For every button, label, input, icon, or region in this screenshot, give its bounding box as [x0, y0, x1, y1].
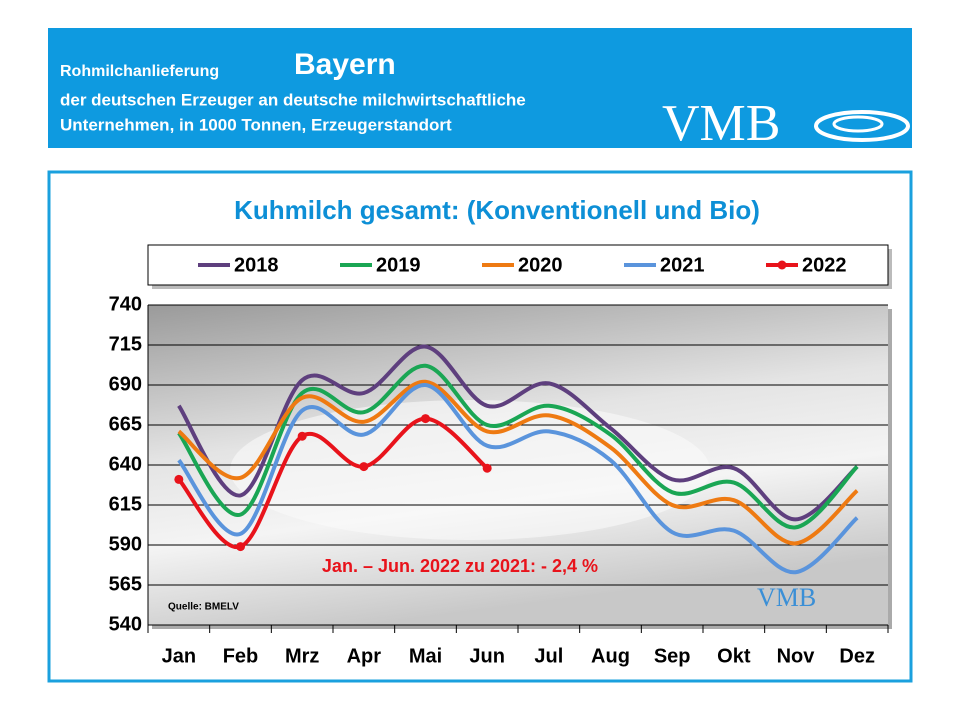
x-tick-label: Aug — [591, 645, 630, 667]
legend-marker — [777, 260, 787, 270]
logo-swirl — [814, 110, 910, 142]
point — [297, 431, 307, 441]
x-tick-label: Mrz — [285, 645, 319, 667]
series-line — [177, 383, 859, 575]
legend-box — [147, 244, 889, 286]
y-tick-label: 690 — [109, 373, 142, 395]
header-line3: Unternehmen, in 1000 Tonnen, Erzeugersta… — [60, 115, 452, 134]
header-line1: Rohmilchanlieferung — [60, 63, 219, 80]
y-tick-label: 540 — [109, 613, 142, 635]
x-tick-label: Mai — [409, 645, 442, 667]
header-band — [48, 28, 912, 148]
header-line2: der deutschen Erzeuger an deutsche milch… — [60, 90, 526, 109]
y-tick-label: 640 — [109, 453, 142, 475]
x-tick-label: Sep — [654, 645, 691, 667]
series-line — [177, 379, 859, 546]
logo-swirl — [832, 115, 884, 133]
x-tick-label: Jul — [534, 645, 563, 667]
legend-label: 2018 — [234, 254, 279, 276]
point — [359, 462, 369, 472]
x-tick-label: Jan — [162, 645, 196, 667]
header-logo: VMB — [662, 95, 780, 152]
y-tick-label: 565 — [109, 573, 142, 595]
legend-label: 2022 — [802, 254, 847, 276]
point — [174, 474, 184, 484]
legend-label: 2019 — [376, 254, 421, 276]
series-line — [177, 363, 859, 530]
point — [482, 463, 492, 473]
point — [236, 542, 245, 552]
x-tick-label: Okt — [717, 645, 751, 667]
y-tick-label: 740 — [109, 293, 142, 315]
y-tick-label: 615 — [109, 493, 142, 515]
y-tick-label: 715 — [109, 333, 142, 355]
y-tick-label: 590 — [109, 533, 142, 555]
legend-label: 2021 — [660, 254, 705, 276]
source: Quelle: BMELV — [168, 602, 239, 613]
y-tick-label: 665 — [109, 413, 142, 435]
x-tick-label: Feb — [223, 645, 259, 667]
chart-title: Kuhmilch gesamt: (Konventionell und Bio) — [234, 195, 760, 225]
legend-label: 2020 — [518, 254, 563, 276]
x-tick-label: Dez — [839, 645, 875, 667]
x-tick-label: Jun — [469, 645, 505, 667]
point — [421, 414, 430, 424]
header-region: Bayern — [294, 48, 396, 81]
x-tick-label: Nov — [777, 645, 816, 667]
annotation: Jan. – Jun. 2022 zu 2021: - 2,4 % — [322, 556, 598, 576]
watermark: VMB — [757, 583, 816, 612]
x-tick-label: Apr — [347, 645, 382, 667]
